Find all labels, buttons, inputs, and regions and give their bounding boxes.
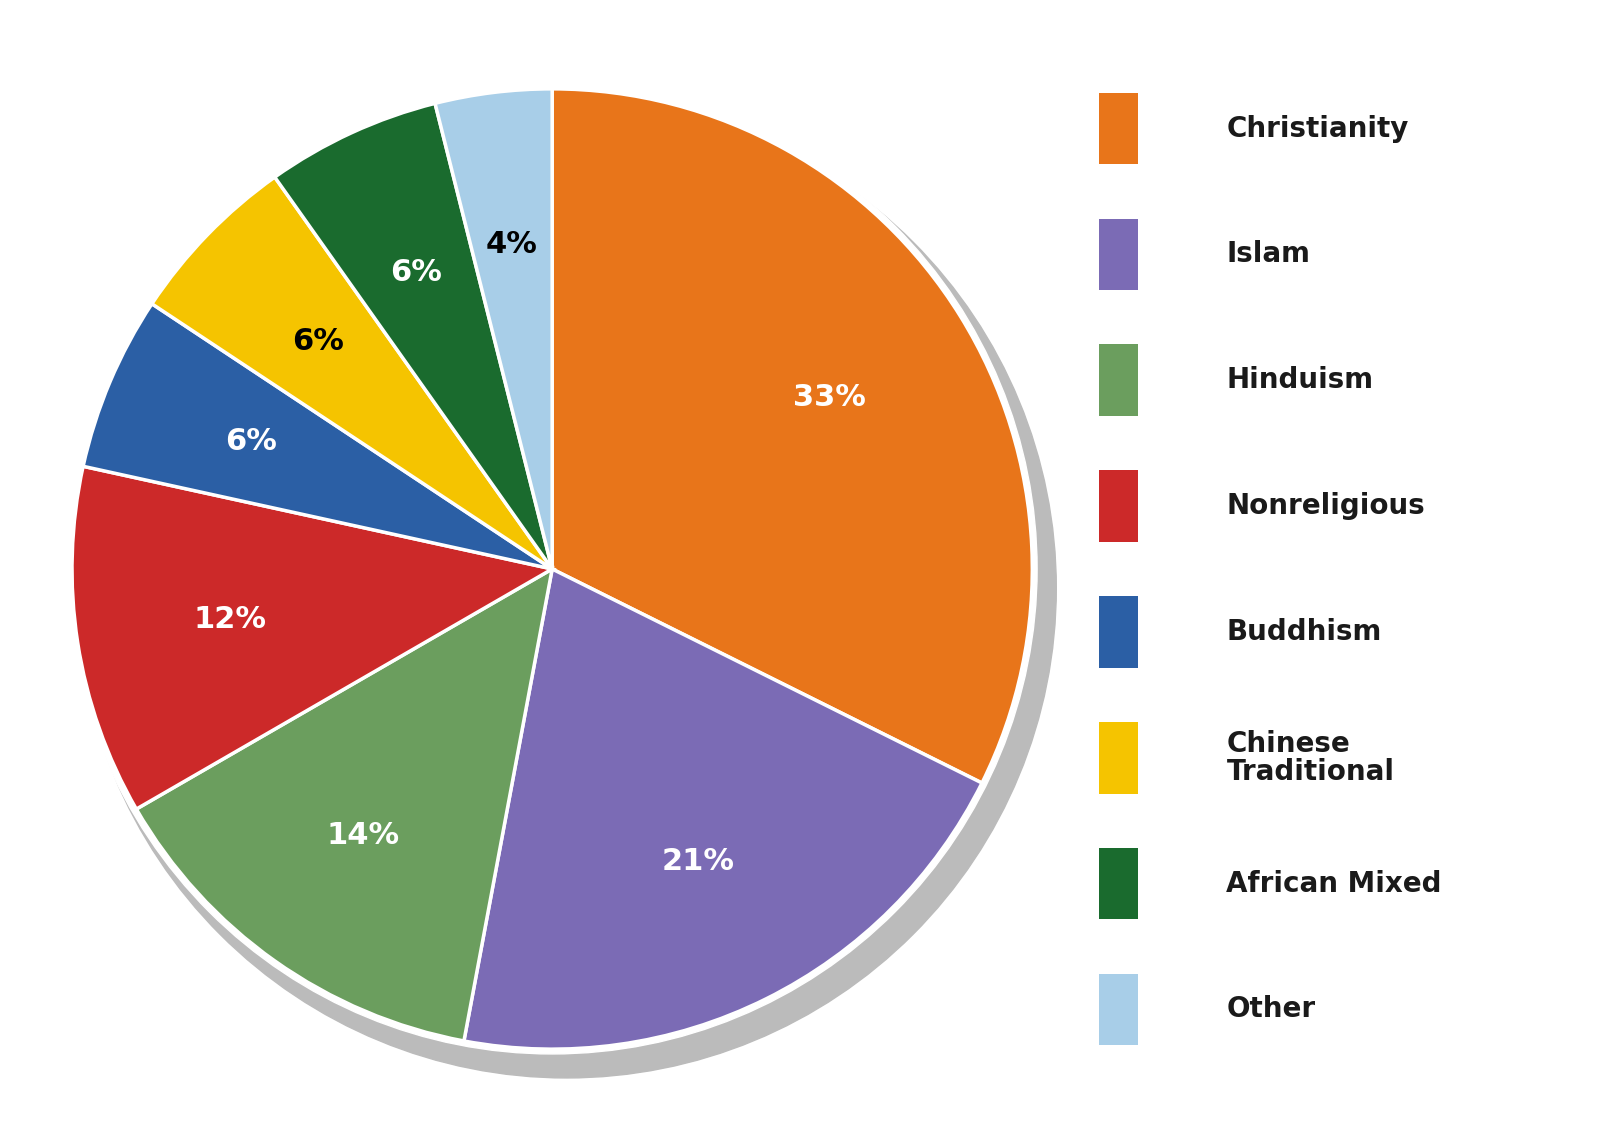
Text: Christianity: Christianity [1225,115,1407,142]
FancyBboxPatch shape [1099,848,1138,920]
Text: 6%: 6% [292,328,344,356]
FancyBboxPatch shape [1099,92,1138,164]
Text: 14%: 14% [326,820,399,850]
Text: Buddhism: Buddhism [1225,618,1381,646]
Text: 12%: 12% [193,604,266,634]
Wedge shape [435,89,552,569]
FancyBboxPatch shape [1099,470,1138,542]
Text: 33%: 33% [792,382,865,412]
Wedge shape [136,569,552,1041]
FancyBboxPatch shape [1099,218,1138,290]
Circle shape [76,99,1055,1078]
Text: 6%: 6% [390,258,441,287]
Wedge shape [71,467,552,809]
Wedge shape [153,178,552,569]
FancyBboxPatch shape [1099,973,1138,1045]
Text: 6%: 6% [226,427,278,456]
FancyBboxPatch shape [1099,721,1138,793]
Text: Nonreligious: Nonreligious [1225,492,1425,520]
Text: Hinduism: Hinduism [1225,366,1373,394]
Text: 21%: 21% [661,847,734,876]
Wedge shape [464,569,982,1049]
Text: African Mixed: African Mixed [1225,869,1441,898]
Text: 4%: 4% [485,231,537,259]
Wedge shape [552,89,1032,783]
Text: Islam: Islam [1225,240,1310,269]
Wedge shape [274,104,552,569]
Circle shape [67,84,1037,1054]
Text: Chinese
Traditional: Chinese Traditional [1225,729,1394,785]
Wedge shape [83,304,552,569]
Text: Other: Other [1225,996,1315,1023]
FancyBboxPatch shape [1099,596,1138,668]
FancyBboxPatch shape [1099,345,1138,417]
